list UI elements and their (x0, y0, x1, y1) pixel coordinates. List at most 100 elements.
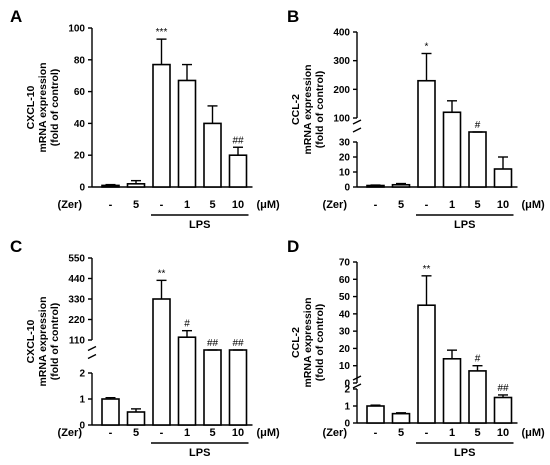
y-axis-label: (fold of control) (314, 71, 326, 149)
y-tick-label: 50 (339, 292, 351, 303)
y-tick-label: 40 (339, 309, 351, 320)
bar (468, 370, 487, 424)
y-tick-label: 30 (339, 327, 351, 338)
y-tick-label: 20 (339, 153, 351, 164)
significance-label: # (184, 319, 190, 330)
significance-label: # (475, 120, 481, 131)
bar (468, 131, 487, 188)
bar (417, 79, 436, 188)
x-category-label: - (374, 427, 378, 439)
x-category-label: - (109, 199, 113, 211)
y-tick-label: 0 (344, 379, 350, 390)
panel-d: D CCL-2 mRNA expression (fold of control) 0 1… (287, 237, 545, 459)
y-tick-label: 10 (339, 361, 351, 372)
lps-label: LPS (189, 447, 210, 459)
panel-c: C CXCL-10 mRNA expression (fold of control)… (10, 237, 280, 459)
y-tick-label: 0 (344, 419, 350, 430)
lps-label: LPS (454, 219, 475, 231)
x-category-label: - (374, 199, 378, 211)
x-category-label: 10 (497, 427, 509, 439)
y-tick-label: 100 (333, 114, 350, 125)
y-axis-label: (fold of control) (314, 304, 326, 382)
y-tick-label: 110 (69, 336, 86, 347)
bar (126, 411, 146, 426)
bar (203, 349, 222, 426)
y-tick-label: 60 (74, 87, 86, 98)
x-category-label: - (425, 199, 429, 211)
x-category-label: - (109, 427, 113, 439)
bar (152, 63, 171, 188)
x-unit-label: (μM) (257, 427, 281, 439)
y-tick-label: 1 (79, 395, 85, 406)
x-unit-label: (μM) (522, 427, 546, 439)
panel-b: B CCL-2 mRNA expression (fold of control) 0 1… (287, 7, 545, 231)
y-tick-label: 2 (79, 369, 85, 380)
x-category-label: 1 (449, 427, 455, 439)
y-tick-label: 20 (339, 344, 351, 355)
bar (391, 183, 411, 188)
x-row-label: (Zer) (58, 427, 83, 439)
panel-a: A CXCL-10 mRNA expression (fold of control)… (10, 7, 280, 231)
lps-label: LPS (189, 219, 210, 231)
bar (366, 405, 385, 424)
bar (442, 357, 462, 424)
bar (391, 412, 411, 424)
x-category-label: 1 (184, 199, 190, 211)
y-tick-label: 220 (68, 315, 85, 326)
y-tick-label: 2 (344, 385, 350, 396)
bar (417, 304, 436, 424)
significance-label: ## (232, 135, 244, 146)
x-category-label: 5 (474, 199, 480, 211)
panel-letter: B (287, 7, 299, 26)
bar (228, 154, 248, 188)
y-tick-label: 0 (79, 421, 85, 432)
x-category-label: 5 (209, 427, 215, 439)
x-row-label: (Zer) (323, 427, 348, 439)
panel-letter: D (287, 237, 299, 256)
bar (228, 349, 248, 426)
y-axis-label: mRNA expression (37, 296, 49, 386)
y-axis-label: CXCL-10 (25, 319, 37, 363)
y-axis-label: CXCL-10 (25, 85, 37, 129)
x-category-label: 5 (209, 199, 215, 211)
y-axis-label: mRNA expression (302, 64, 314, 154)
bar (493, 396, 513, 424)
x-unit-label: (μM) (522, 199, 546, 211)
bar (177, 336, 197, 426)
y-tick-label: 80 (74, 55, 86, 66)
panel-letter: C (10, 237, 22, 256)
y-axis-label: (fold of control) (49, 303, 61, 381)
y-tick-label: 1 (344, 402, 350, 413)
x-category-label: 5 (133, 427, 139, 439)
y-tick-label: 30 (339, 138, 351, 149)
y-axis-label: (fold of control) (49, 69, 61, 147)
bar (442, 111, 462, 188)
y-tick-label: 440 (68, 274, 85, 285)
bar (101, 398, 120, 426)
x-category-label: 10 (232, 199, 244, 211)
y-tick-label: 550 (68, 254, 85, 265)
y-tick-label: 20 (74, 151, 86, 162)
bar (101, 184, 120, 188)
y-tick-label: 70 (339, 258, 351, 269)
x-category-label: 10 (497, 199, 509, 211)
significance-label: * (425, 42, 429, 53)
y-axis-label: CCL-2 (290, 94, 302, 125)
x-category-label: 10 (232, 427, 244, 439)
significance-label: *** (156, 27, 168, 38)
significance-label: ## (497, 383, 509, 394)
y-tick-label: 100 (68, 24, 85, 35)
bar (203, 122, 222, 188)
y-tick-label: 0 (79, 183, 85, 194)
significance-label: # (475, 354, 481, 365)
y-tick-label: 300 (333, 56, 350, 67)
y-tick-label: 330 (68, 295, 85, 306)
x-category-label: 5 (474, 427, 480, 439)
x-unit-label: (μM) (257, 199, 281, 211)
y-tick-label: 200 (333, 85, 350, 96)
lps-label: LPS (454, 447, 475, 459)
y-axis-label: mRNA expression (302, 297, 314, 387)
bar (493, 168, 513, 188)
bar (152, 298, 171, 426)
